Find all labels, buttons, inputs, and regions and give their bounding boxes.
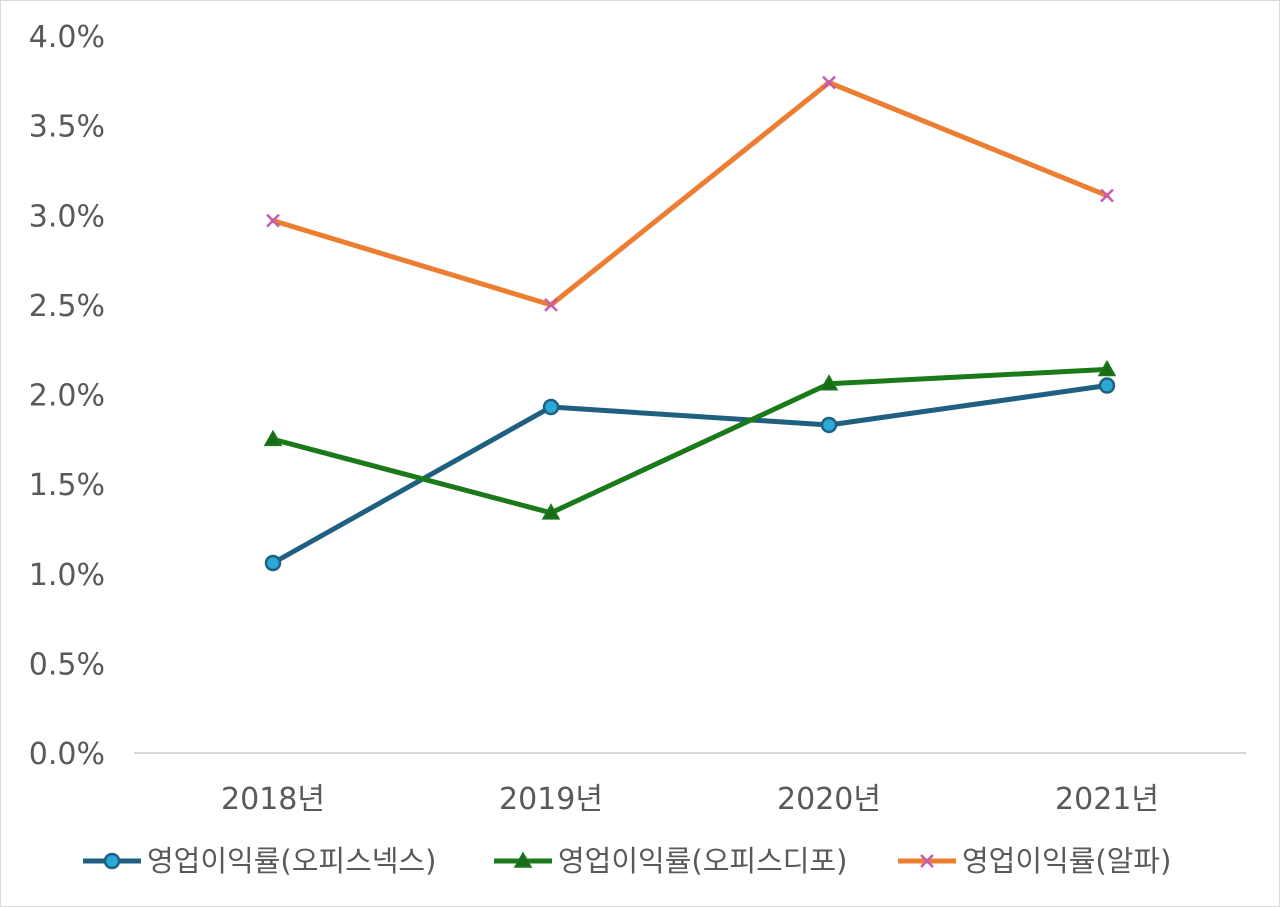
data-point-marker	[544, 297, 558, 312]
data-point-marker	[822, 75, 836, 90]
y-tick-label: 2.0%	[29, 379, 105, 414]
y-tick-label: 1.5%	[29, 468, 105, 503]
series-0	[264, 377, 1116, 572]
data-point-marker	[542, 398, 560, 416]
data-point-marker	[266, 213, 280, 228]
x-tick-label: 2020년	[777, 782, 881, 817]
series-1	[263, 359, 1117, 520]
data-point-marker	[513, 851, 533, 868]
legend-item: 영업이익률(오피스디포)	[494, 844, 847, 878]
legend-item: 영업이익률(알파)	[898, 844, 1171, 878]
legend-label: 영업이익률(오피스디포)	[558, 844, 847, 878]
data-point-marker	[819, 374, 839, 391]
legend-label: 영업이익률(오피스넥스)	[147, 844, 436, 878]
series-2	[266, 75, 1114, 312]
data-point-marker	[1097, 359, 1117, 377]
y-tick-label: 4.0%	[29, 20, 105, 55]
legend-item: 영업이익률(오피스넥스)	[83, 844, 436, 878]
y-tick-label: 0.0%	[29, 737, 105, 772]
legend-label: 영업이익률(알파)	[962, 844, 1171, 878]
data-point-marker	[103, 852, 121, 870]
data-point-marker	[264, 554, 282, 572]
data-point-marker	[820, 416, 838, 434]
data-point-marker	[920, 854, 934, 868]
x-tick-label: 2019년	[499, 782, 603, 817]
series-line	[270, 80, 1110, 308]
y-tick-label: 0.5%	[29, 647, 105, 682]
y-tick-label: 3.0%	[29, 199, 105, 234]
data-point-marker	[1098, 377, 1116, 394]
series-line	[270, 383, 1110, 566]
y-tick-label: 2.5%	[29, 289, 105, 324]
y-tick-label: 1.0%	[29, 558, 105, 593]
x-tick-label: 2018년	[221, 782, 325, 817]
data-point-marker	[541, 503, 561, 520]
x-tick-label: 2021년	[1055, 782, 1159, 817]
y-tick-label: 3.5%	[29, 110, 105, 145]
series-line	[270, 366, 1110, 516]
data-point-marker	[263, 429, 283, 447]
data-point-marker	[1100, 188, 1114, 203]
